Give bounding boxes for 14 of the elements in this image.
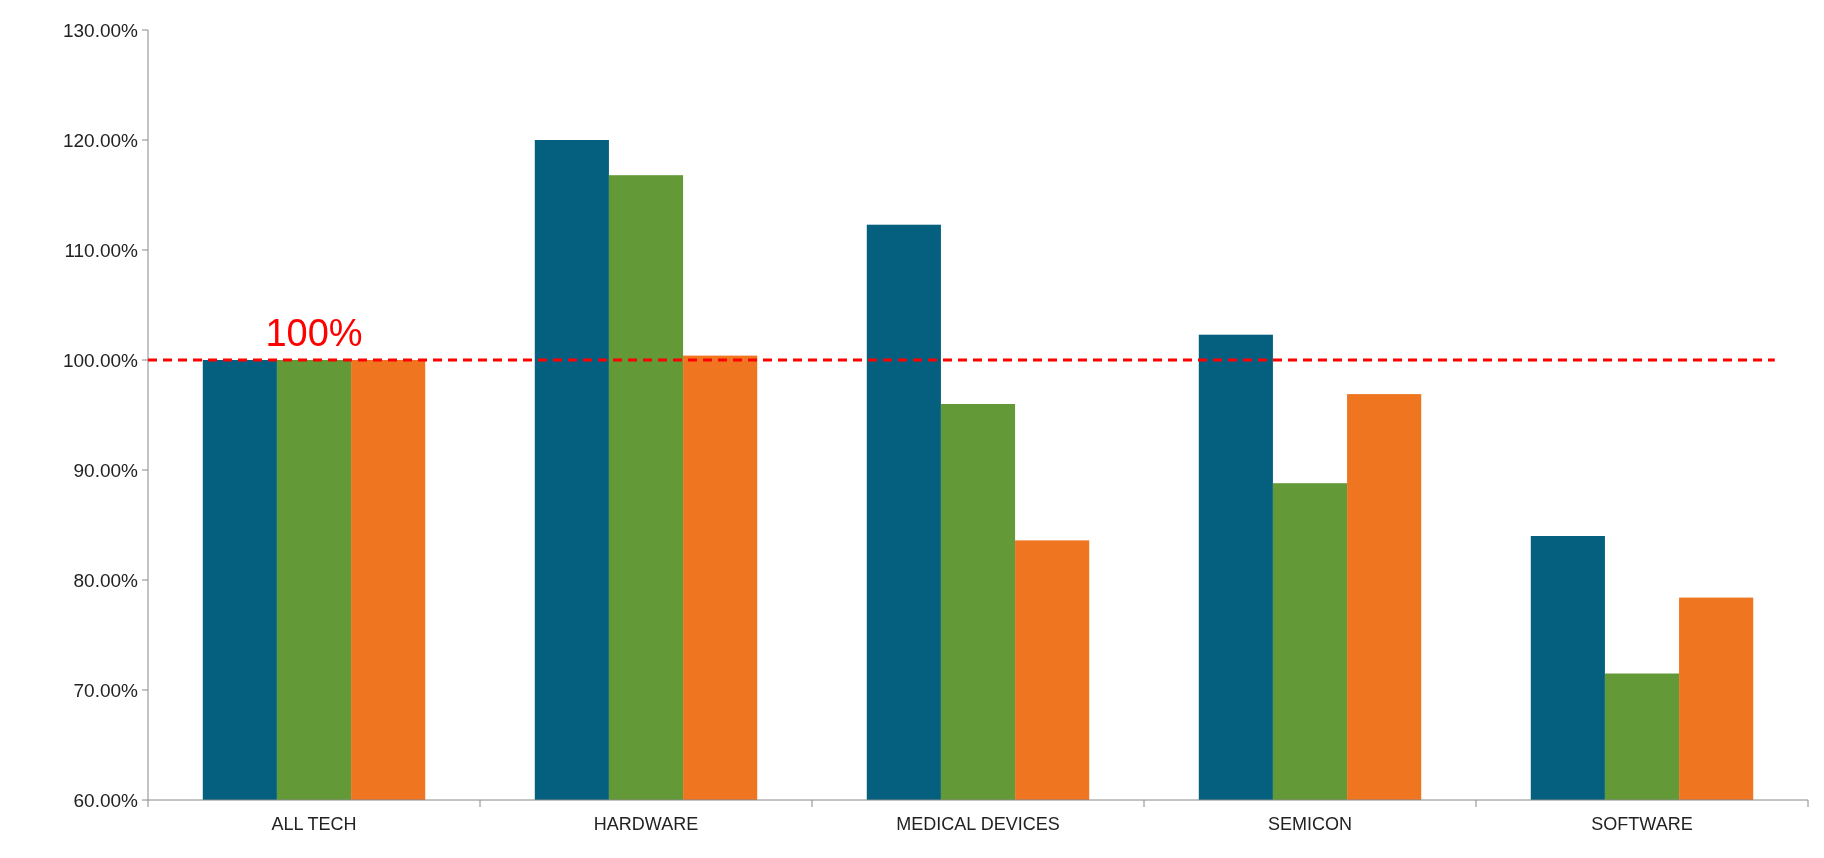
- y-tick-label: 90.00%: [73, 459, 139, 481]
- x-tick-label: SOFTWARE: [1591, 814, 1693, 834]
- x-tick-label: ALL TECH: [271, 814, 357, 834]
- y-tick-label: 130.00%: [62, 19, 139, 41]
- y-tick-label: 110.00%: [64, 239, 139, 261]
- y-tick-label: 100.00%: [62, 349, 139, 371]
- x-tick-label: SEMICON: [1267, 814, 1353, 834]
- x-tick-label: MEDICAL DEVICES: [896, 814, 1060, 834]
- ref-line-label: 100%: [265, 312, 363, 354]
- x-tick-label: HARDWARE: [593, 814, 699, 834]
- y-tick-label: 80.00%: [73, 569, 139, 591]
- y-tick-label: 60.00%: [73, 789, 139, 811]
- y-tick-label: 70.00%: [73, 679, 139, 701]
- y-tick-label: 120.00%: [62, 129, 139, 151]
